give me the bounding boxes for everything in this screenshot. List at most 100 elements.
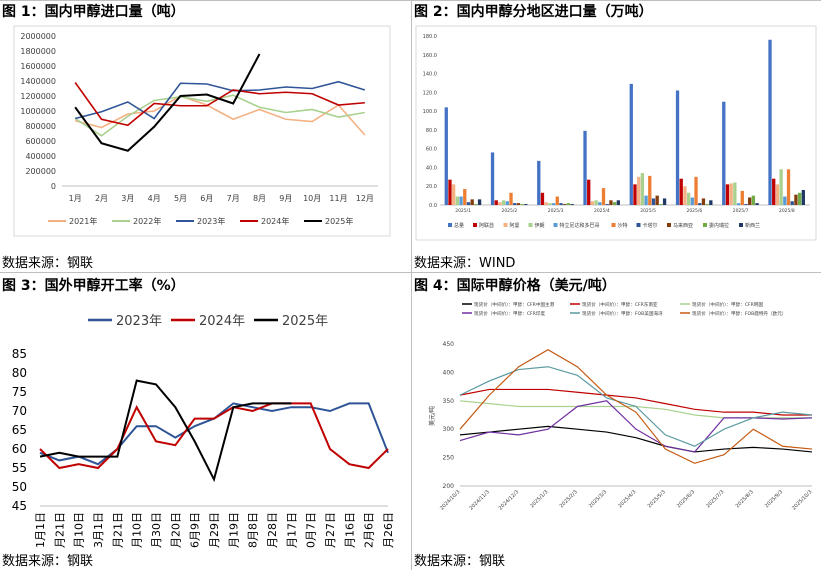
- bar-总量: [675, 90, 680, 205]
- figure-3-panel: 图 3：国外甲醇开工率（%） 45 50 55 60 65 70 75 80 85 1月1日 1月2…: [0, 274, 410, 570]
- x-tick-label: 2025/2: [501, 208, 517, 214]
- bar-新西兰: [477, 199, 482, 205]
- figure-3-title: 图 3：国外甲醇开工率（%）: [2, 278, 185, 294]
- legend-swatch: [473, 223, 477, 227]
- y-tick-label: 200000: [25, 167, 56, 176]
- x-tick-label: 5月20日: [169, 512, 182, 548]
- x-tick-label: 2025/7: [733, 208, 749, 214]
- x-tick-label: 11月: [329, 194, 347, 203]
- bar-特立尼达和多巴哥: [783, 196, 787, 205]
- y-tick-label: 1200000: [20, 92, 56, 101]
- legend-label: 2024年: [199, 314, 245, 329]
- y-tick-label: 1400000: [20, 77, 56, 86]
- bar-阿联酋: [540, 192, 545, 205]
- series-line-2023年: [39, 402, 389, 466]
- x-tick-label: 2025/8/3: [735, 489, 755, 509]
- bar-马来西亚: [470, 199, 474, 205]
- bar-卡塔尔: [466, 202, 471, 205]
- series-line-现货价（中间价）：甲醇：CFR中国主港: [459, 425, 813, 453]
- y-tick-label: 20.0: [426, 184, 437, 190]
- legend-swatch: [553, 223, 558, 227]
- bar-特立尼达和多巴哥: [505, 201, 509, 205]
- x-tick-label: 2025/1/3: [529, 489, 549, 509]
- bar-沙特: [786, 169, 791, 205]
- bar-伊朗: [640, 173, 645, 205]
- bar-委内瑞拉: [612, 202, 617, 205]
- bar-特立尼达和多巴哥: [736, 203, 741, 205]
- y-tick-label: 0: [51, 182, 56, 191]
- bar-阿联酋: [772, 178, 776, 205]
- bar-新西兰: [709, 200, 713, 205]
- bar-卡塔尔: [559, 203, 563, 205]
- x-tick-label: 2025/6/3: [676, 489, 696, 509]
- y-tick-label: 160.0: [423, 53, 437, 59]
- x-tick-label: 1月1日: [34, 512, 47, 548]
- bar-伊朗: [501, 200, 506, 205]
- bar-伊朗: [686, 192, 691, 205]
- x-tick-label: 2025/1: [455, 208, 471, 214]
- y-tick-label: 75: [12, 385, 27, 399]
- bar-总量: [537, 160, 541, 205]
- bar-沙特: [694, 176, 698, 205]
- y-tick-label: 1800000: [20, 47, 56, 56]
- legend-label: 伊朗: [535, 222, 545, 229]
- bar-总量: [722, 101, 726, 205]
- legend-swatch: [703, 223, 707, 227]
- bar-委内瑞拉: [474, 204, 478, 205]
- x-tick-label: 8月: [253, 194, 266, 203]
- legend-label: 总量: [454, 222, 464, 229]
- x-tick-label: 4月30日: [150, 512, 163, 548]
- divider-horizontal-middle: [0, 272, 821, 273]
- bar-沙特: [463, 189, 467, 205]
- bar-伊朗: [455, 196, 460, 205]
- bar-阿联酋: [587, 179, 591, 205]
- x-tick-label: 2025/3/3: [588, 489, 608, 509]
- bar-阿曼: [683, 186, 687, 205]
- y-tick-label: 65: [12, 423, 27, 437]
- y-tick-label: 50: [12, 480, 27, 494]
- international-price-line-chart: 200 250 300 350 400 450 美元/吨 2024/10/3 2024/11/3…: [428, 301, 813, 512]
- y-tick-label: 400000: [25, 152, 56, 161]
- y-axis-label: 美元/吨: [428, 406, 436, 426]
- bar-总量: [768, 39, 772, 205]
- series-line-2023年: [74, 80, 366, 120]
- bar-阿曼: [637, 176, 641, 205]
- y-tick-label: 45: [12, 499, 27, 513]
- bar-马来西亚: [516, 203, 521, 205]
- bar-特立尼达和多巴哥: [644, 195, 648, 205]
- y-tick-label: 80: [12, 366, 27, 380]
- plot-frame: [415, 25, 817, 241]
- bar-总量: [629, 83, 633, 205]
- legend-label: 2022年: [133, 216, 161, 226]
- x-tick-label: 8月28日: [266, 512, 279, 548]
- x-tick-label: 12月: [356, 194, 374, 203]
- x-tick-label: 9月: [279, 194, 292, 203]
- x-tick-label: 2025/10/3: [791, 489, 813, 511]
- x-tick-label: 12月26日: [382, 512, 395, 548]
- bar-特立尼达和多巴哥: [598, 202, 602, 205]
- bar-沙特: [555, 196, 559, 205]
- bar-总量: [583, 130, 587, 205]
- series-line-现货价（中间价）：甲醇：FOB鹿特丹（欧元）: [459, 348, 813, 464]
- y-tick-label: 800000: [25, 122, 56, 131]
- legend-label: 阿联酋: [479, 222, 494, 229]
- x-tick-label: 2025/4: [594, 208, 610, 214]
- x-tick-label: 4月: [148, 194, 161, 203]
- x-tick-label: 7月19日: [227, 512, 240, 548]
- x-tick-label: 2025/3: [548, 208, 564, 214]
- bar-马来西亚: [655, 195, 659, 205]
- legend-label: 特立尼达和多巴哥: [560, 222, 600, 229]
- figure-1-panel: 图 1：国内甲醇进口量（吨） 0 200000 400000 600000 800000…: [0, 0, 410, 272]
- bar-卡塔尔: [744, 204, 748, 205]
- y-tick-label: 40.0: [426, 165, 437, 171]
- legend-label: 2025年: [325, 216, 353, 226]
- bar-马来西亚: [609, 200, 613, 205]
- bar-委内瑞拉: [705, 204, 709, 205]
- legend-swatch: [611, 223, 616, 227]
- x-tick-label: 6月29日: [208, 512, 221, 548]
- legend-swatch: [739, 223, 743, 227]
- x-tick-label: 9月17日: [285, 512, 298, 548]
- bar-总量: [444, 107, 448, 205]
- bar-新西兰: [616, 200, 620, 205]
- bar-委内瑞拉: [797, 192, 802, 205]
